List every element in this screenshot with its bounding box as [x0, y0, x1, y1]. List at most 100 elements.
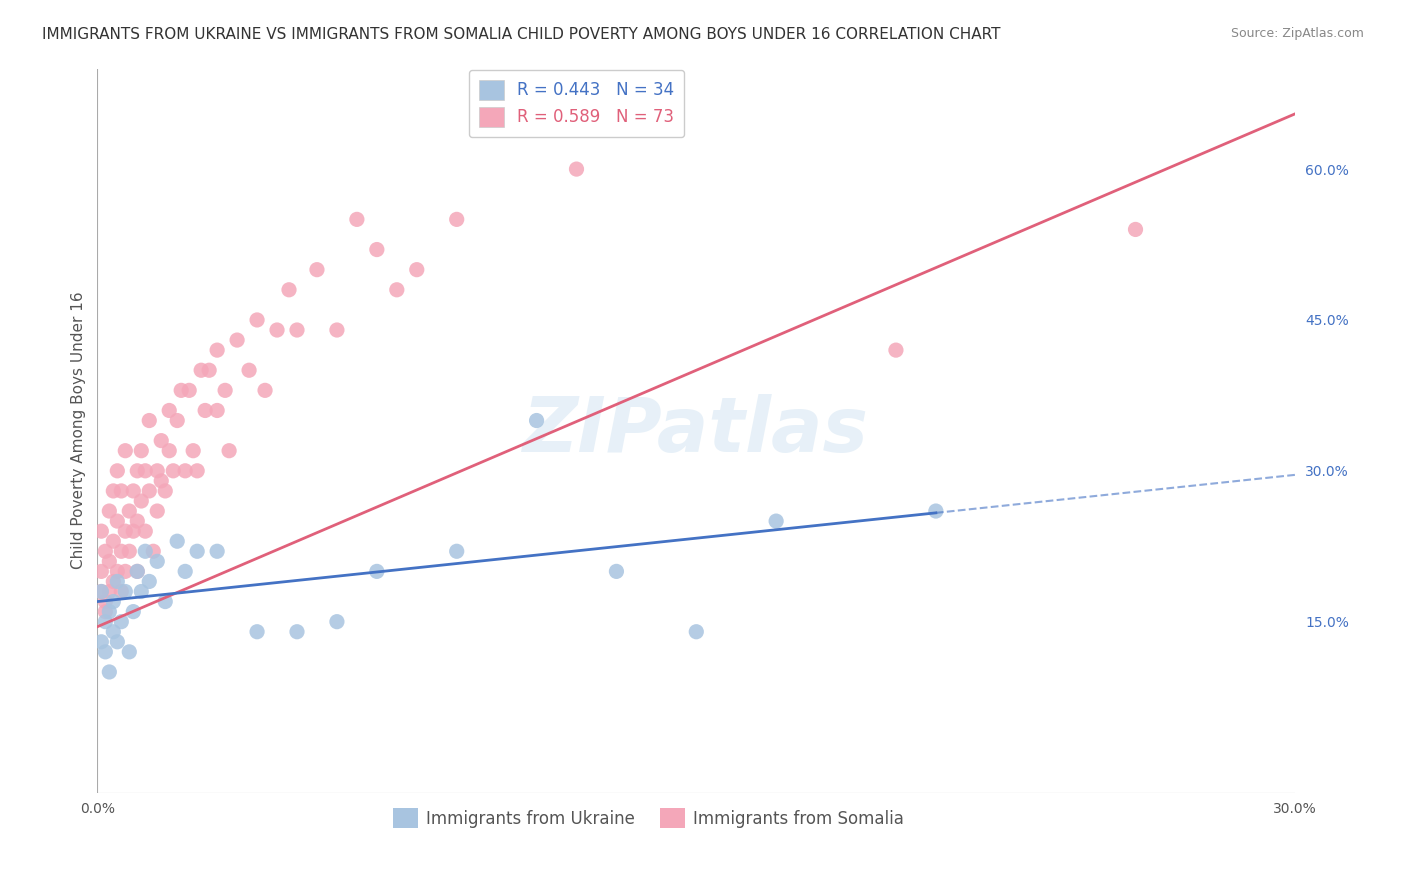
- Point: [186, 464, 208, 478]
- Point: [146, 504, 169, 518]
- Point: [285, 624, 308, 639]
- Point: [254, 384, 277, 398]
- Point: [446, 212, 468, 227]
- Point: [146, 554, 169, 568]
- Point: [103, 534, 125, 549]
- Point: [118, 504, 141, 518]
- Point: [170, 384, 193, 398]
- Point: [122, 483, 145, 498]
- Point: [385, 283, 408, 297]
- Point: [166, 534, 188, 549]
- Point: [326, 615, 349, 629]
- Point: [405, 262, 427, 277]
- Point: [205, 403, 228, 417]
- Point: [98, 504, 121, 518]
- Point: [110, 483, 132, 498]
- Y-axis label: Child Poverty Among Boys Under 16: Child Poverty Among Boys Under 16: [72, 292, 86, 569]
- Point: [103, 624, 125, 639]
- Point: [129, 584, 152, 599]
- Point: [266, 323, 288, 337]
- Point: [134, 464, 156, 478]
- Point: [218, 443, 240, 458]
- Point: [181, 443, 204, 458]
- Point: [326, 323, 349, 337]
- Point: [246, 624, 269, 639]
- Point: [765, 514, 787, 528]
- Point: [346, 212, 368, 227]
- Point: [685, 624, 707, 639]
- Point: [103, 483, 125, 498]
- Point: [103, 594, 125, 608]
- Point: [155, 483, 177, 498]
- Point: [118, 645, 141, 659]
- Point: [90, 565, 112, 579]
- Point: [134, 544, 156, 558]
- Point: [110, 584, 132, 599]
- Point: [142, 544, 165, 558]
- Point: [110, 544, 132, 558]
- Point: [146, 464, 169, 478]
- Point: [565, 162, 588, 177]
- Point: [98, 665, 121, 679]
- Point: [278, 283, 301, 297]
- Point: [103, 574, 125, 589]
- Point: [94, 544, 117, 558]
- Point: [134, 524, 156, 538]
- Point: [925, 504, 948, 518]
- Point: [127, 514, 149, 528]
- Point: [98, 605, 121, 619]
- Point: [98, 554, 121, 568]
- Point: [186, 544, 208, 558]
- Point: [127, 565, 149, 579]
- Point: [127, 464, 149, 478]
- Point: [118, 544, 141, 558]
- Text: IMMIGRANTS FROM UKRAINE VS IMMIGRANTS FROM SOMALIA CHILD POVERTY AMONG BOYS UNDE: IMMIGRANTS FROM UKRAINE VS IMMIGRANTS FR…: [42, 27, 1001, 42]
- Point: [205, 544, 228, 558]
- Point: [305, 262, 328, 277]
- Point: [127, 565, 149, 579]
- Point: [366, 565, 388, 579]
- Point: [238, 363, 260, 377]
- Point: [174, 565, 197, 579]
- Point: [94, 605, 117, 619]
- Point: [198, 363, 221, 377]
- Point: [194, 403, 217, 417]
- Point: [157, 403, 180, 417]
- Point: [122, 524, 145, 538]
- Point: [129, 443, 152, 458]
- Point: [94, 594, 117, 608]
- Point: [285, 323, 308, 337]
- Point: [166, 413, 188, 427]
- Point: [114, 565, 136, 579]
- Point: [162, 464, 184, 478]
- Point: [157, 443, 180, 458]
- Point: [605, 565, 627, 579]
- Point: [1125, 222, 1147, 236]
- Point: [129, 494, 152, 508]
- Point: [226, 333, 249, 347]
- Point: [105, 514, 128, 528]
- Point: [122, 605, 145, 619]
- Point: [90, 584, 112, 599]
- Point: [90, 634, 112, 648]
- Point: [90, 584, 112, 599]
- Point: [98, 584, 121, 599]
- Point: [105, 464, 128, 478]
- Point: [114, 524, 136, 538]
- Point: [105, 634, 128, 648]
- Legend: Immigrants from Ukraine, Immigrants from Somalia: Immigrants from Ukraine, Immigrants from…: [387, 801, 911, 835]
- Point: [105, 565, 128, 579]
- Point: [110, 615, 132, 629]
- Point: [526, 413, 548, 427]
- Point: [174, 464, 197, 478]
- Text: ZIPatlas: ZIPatlas: [523, 393, 869, 467]
- Point: [446, 544, 468, 558]
- Point: [94, 645, 117, 659]
- Point: [884, 343, 907, 358]
- Point: [114, 443, 136, 458]
- Point: [150, 474, 173, 488]
- Point: [366, 243, 388, 257]
- Point: [94, 615, 117, 629]
- Point: [150, 434, 173, 448]
- Point: [114, 584, 136, 599]
